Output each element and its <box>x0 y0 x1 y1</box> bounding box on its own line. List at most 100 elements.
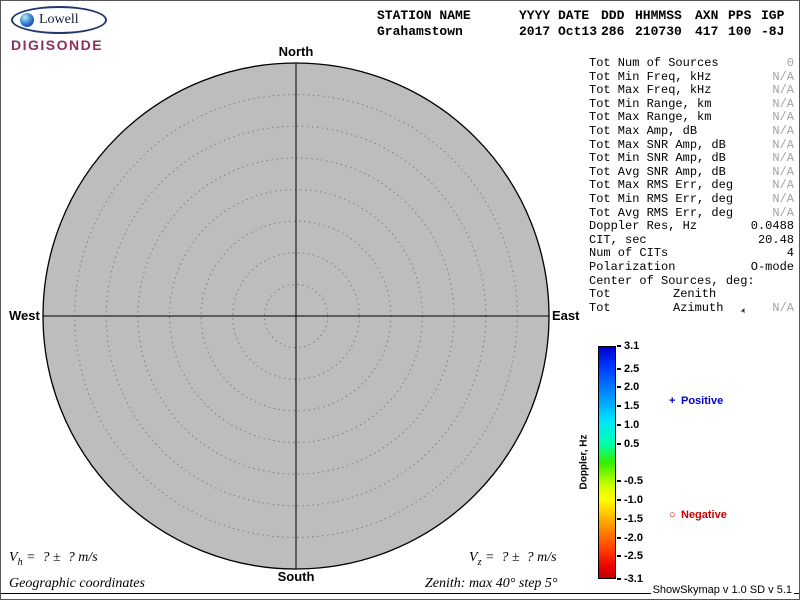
stat-label: Doppler Res, Hz <box>589 219 698 234</box>
stat-label: CIT, sec <box>589 232 647 247</box>
colorbar-tick: 2.0 <box>617 381 639 393</box>
center-row-azimuth: Tot Azimuth N/A <box>589 300 794 315</box>
colorbar-tick: -1.0 <box>617 494 643 506</box>
center-azimuth-value: N/A <box>772 300 794 315</box>
zenith-range-label: Zenith: max 40° step 5° <box>425 576 558 591</box>
center-azimuth-name: Azimuth <box>673 300 724 315</box>
stat-label: Tot Max Amp, dB <box>589 123 698 138</box>
digisonde-wordmark: DIGISONDE <box>11 37 104 53</box>
stat-row: Tot Avg RMS Err, deg N/A <box>589 205 794 221</box>
colorbar-tick: -3.1 <box>617 573 643 585</box>
stat-label: Tot Min Range, km <box>589 96 712 111</box>
plus-marker-icon: + <box>669 395 676 407</box>
compass-south-label: South <box>277 569 315 584</box>
stat-label: Tot Max SNR Amp, dB <box>589 137 726 152</box>
stat-value: N/A <box>772 205 794 220</box>
stat-value: N/A <box>772 164 794 179</box>
header-igp: -8J <box>761 24 785 39</box>
compass-west-label: West <box>9 308 40 323</box>
stat-row: Tot Max Freq, kHz N/A <box>589 84 794 98</box>
stat-value: N/A <box>772 178 794 193</box>
vh-velocity-readout: Vh = ? ± ? m/s <box>9 550 98 568</box>
stat-label: Polarization <box>589 259 676 274</box>
colorbar-tick: -1.5 <box>617 513 643 525</box>
stat-value: 0.0488 <box>750 219 794 234</box>
header-date: 2017 Oct13 <box>519 24 598 39</box>
colorbar-tick: -2.5 <box>617 550 643 562</box>
center-of-sources-header: Center of Sources, deg: <box>589 273 755 288</box>
compass-north-label: North <box>278 44 314 59</box>
stat-label: Tot Min RMS Err, deg <box>589 191 734 206</box>
colorbar-tick: 3.1 <box>617 340 639 352</box>
stat-row: Tot Min RMS Err, deg N/A <box>589 191 794 207</box>
lowell-logo: Lowell DIGISONDE <box>11 6 107 53</box>
stat-value: N/A <box>772 69 794 84</box>
stat-label: Num of CITs <box>589 246 669 261</box>
header-axn: 417 <box>695 24 719 39</box>
stat-row: Polarization O-mode <box>589 259 794 275</box>
header-doy: 286 <box>601 24 625 39</box>
colorbar-tick: 1.5 <box>617 400 639 412</box>
header-pps: 100 <box>728 24 752 39</box>
stat-row: Tot Max Amp, dB N/A <box>589 123 794 139</box>
stat-row: Tot Avg SNR Amp, dB N/A <box>589 164 794 180</box>
coordinate-system-label: Geographic coordinates <box>9 576 145 591</box>
colorbar-tick: 0.5 <box>617 438 639 450</box>
stat-value: N/A <box>772 151 794 166</box>
stat-value: O-mode <box>750 259 794 274</box>
header-label: HHMMSS <box>635 8 682 23</box>
stat-value: 0 <box>786 56 794 70</box>
stat-value: 20.48 <box>757 232 794 247</box>
stat-row: Tot Min Range, km N/A <box>589 96 794 112</box>
stat-row: Tot Num of Sources 0 <box>589 56 794 71</box>
stat-value: N/A <box>772 137 794 152</box>
stat-row: Tot Max SNR Amp, dB N/A <box>589 137 794 153</box>
stat-value: 4 <box>786 246 794 261</box>
header-label: PPS <box>728 8 752 23</box>
stat-row: Num of CITs 4 <box>589 247 794 261</box>
legend-positive: + Positive <box>669 395 723 407</box>
stat-value: N/A <box>772 83 794 98</box>
stat-row: Tot Min SNR Amp, dB N/A <box>589 152 794 166</box>
colorbar-tick: 1.0 <box>617 419 639 431</box>
header-labels-row: STATION NAME YYYY DATE DDD HHMMSS AXN PP… <box>377 8 789 24</box>
colorbar-tick: -2.0 <box>617 532 643 544</box>
stat-value: N/A <box>772 96 794 111</box>
center-zenith-name: Zenith <box>673 287 717 302</box>
stats-panel: Tot Num of Sources 0 Tot Min Freq, kHz N/A… <box>589 56 794 316</box>
stat-row: Tot Min Freq, kHz N/A <box>589 69 794 85</box>
stat-label: Tot Avg SNR Amp, dB <box>589 164 726 179</box>
center-row-zenith: Tot Zenith <box>589 287 717 302</box>
stat-label: Tot Min SNR Amp, dB <box>589 151 726 166</box>
stat-label: Tot Max Freq, kHz <box>589 83 712 98</box>
footer-divider <box>1 593 799 594</box>
globe-icon <box>20 13 34 27</box>
stat-label: Tot Max Range, km <box>589 110 712 125</box>
lowell-logo-ellipse: Lowell <box>11 6 107 34</box>
stat-row: Doppler Res, Hz 0.0488 <box>589 220 794 234</box>
header-label: IGP <box>761 8 785 23</box>
doppler-colorbar: Doppler, Hz 3.1 2.5 2.0 1.5 1.0 0.5 -0.5… <box>579 340 693 585</box>
stat-value: N/A <box>772 110 794 125</box>
header-values-row: Grahamstown 2017 Oct13 286 210730 417 10… <box>377 24 789 40</box>
stat-label: Tot Max RMS Err, deg <box>589 178 734 193</box>
stat-label: Tot Avg RMS Err, deg <box>589 205 734 220</box>
logo-brand-text: Lowell <box>39 12 79 27</box>
station-header: STATION NAME YYYY DATE DDD HHMMSS AXN PP… <box>377 8 789 40</box>
header-time: 210730 <box>635 24 682 39</box>
legend-negative-label: Negative <box>681 509 727 521</box>
stat-label: Tot Min Freq, kHz <box>589 69 712 84</box>
header-label: AXN <box>695 8 719 23</box>
stat-label: Tot Num of Sources <box>589 56 719 70</box>
header-label: STATION NAME <box>377 8 471 23</box>
colorbar-axis-title: Doppler, Hz <box>578 434 590 490</box>
stat-row: CIT, sec 20.48 <box>589 232 794 248</box>
vz-velocity-readout: Vz = ? ± ? m/s <box>469 550 557 568</box>
colorbar-tick: -0.5 <box>617 475 643 487</box>
header-label: DDD <box>601 8 625 23</box>
legend-negative: ○ Negative <box>669 509 727 521</box>
stat-value: N/A <box>772 191 794 206</box>
software-version-label: ShowSkymap v 1.0 SD v 5.1 <box>650 584 794 596</box>
colorbar-tick: 2.5 <box>617 363 639 375</box>
